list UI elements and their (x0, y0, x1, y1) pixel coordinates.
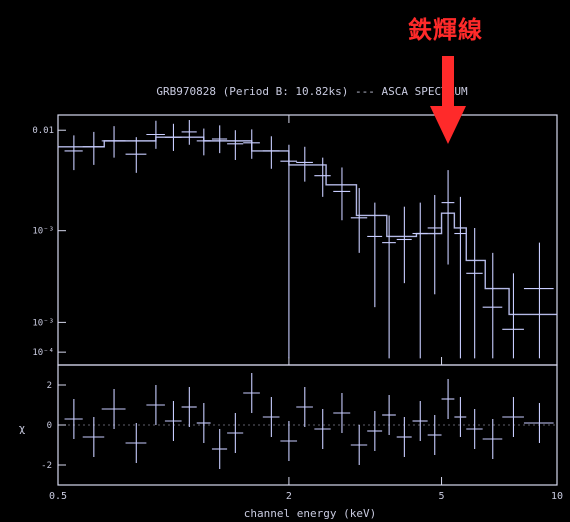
data-point (146, 120, 165, 149)
chart-title: GRB970828 (Period B: 10.82ks) --- ASCA S… (156, 85, 468, 98)
residual-point (482, 419, 503, 459)
data-point (367, 202, 383, 308)
data-point (296, 146, 313, 182)
data-point (333, 167, 351, 221)
residual-y-tick-label: -2 (41, 461, 52, 471)
residual-point (333, 393, 351, 433)
residual-point (350, 425, 368, 465)
data-point (64, 135, 83, 171)
data-point (314, 157, 331, 197)
data-point (243, 129, 260, 159)
residual-point (64, 399, 83, 439)
data-point (396, 206, 412, 284)
model-step-line (58, 136, 557, 316)
residual-point (396, 417, 412, 457)
residual-point (146, 385, 165, 425)
main-panel: 0.01 10⁻³ 10⁻³ 10⁻⁴ (32, 114, 558, 366)
data-point (125, 137, 147, 173)
residual-point (412, 401, 428, 441)
residual-point (243, 373, 260, 413)
iron-line-annotation: 鉄輝線 (408, 16, 483, 44)
residual-point (466, 409, 483, 449)
residual-point (211, 429, 228, 469)
main-frame (57, 114, 558, 366)
x-tick-label: 10 (551, 491, 563, 502)
data-point (502, 273, 524, 359)
x-tick-label: 0.5 (49, 491, 67, 502)
residual-point (367, 411, 383, 451)
data-point (211, 125, 228, 154)
residual-point (101, 389, 126, 429)
y-tick-label: 10⁻⁴ (32, 348, 54, 358)
arrow-shaft (442, 56, 454, 108)
residual-point (523, 403, 554, 443)
residual-point (502, 397, 524, 437)
data-point (181, 120, 197, 145)
residual-y-tick-label: 2 (47, 381, 52, 391)
x-axis-label: channel energy (keV) (244, 507, 376, 520)
residual-frame (57, 364, 558, 486)
x-tick-label: 5 (439, 491, 445, 502)
residual-y-tick-label: 0 (47, 421, 52, 431)
residual-panel: 0.5 2 5 10 2 0 -2 (41, 364, 563, 502)
residual-point (296, 387, 313, 427)
data-point (466, 227, 483, 359)
residual-point (441, 379, 455, 419)
data-point (280, 144, 298, 359)
y-tick-label: 10⁻³ (32, 318, 54, 328)
residual-point (314, 409, 331, 449)
residual-point (227, 413, 244, 453)
residual-point (181, 387, 197, 427)
arrow-head (430, 106, 466, 144)
data-point (482, 252, 503, 359)
data-point (382, 215, 396, 359)
data-point (262, 136, 280, 169)
residual-point (382, 395, 396, 435)
data-point (523, 242, 554, 359)
residual-point (82, 417, 105, 457)
data-point (101, 126, 126, 158)
residual-point (125, 423, 147, 463)
data-point (196, 128, 211, 156)
data-point (441, 170, 455, 265)
residual-point (164, 401, 182, 441)
residual-point (262, 397, 280, 437)
data-point (454, 196, 467, 359)
x-tick-label: 2 (286, 491, 292, 502)
data-point (82, 131, 105, 165)
data-point (427, 195, 442, 295)
data-point (412, 202, 428, 359)
residual-point (196, 403, 211, 443)
residual-point (280, 421, 298, 461)
residual-point (454, 397, 467, 437)
y-tick-label: 0.01 (32, 126, 54, 136)
y-tick-label: 10⁻³ (32, 227, 54, 237)
data-point (350, 188, 368, 253)
data-point (164, 123, 182, 151)
residual-point (427, 415, 442, 455)
residual-axis-label: χ (19, 422, 26, 435)
data-point (227, 130, 244, 160)
iron-line-arrow (430, 56, 466, 144)
